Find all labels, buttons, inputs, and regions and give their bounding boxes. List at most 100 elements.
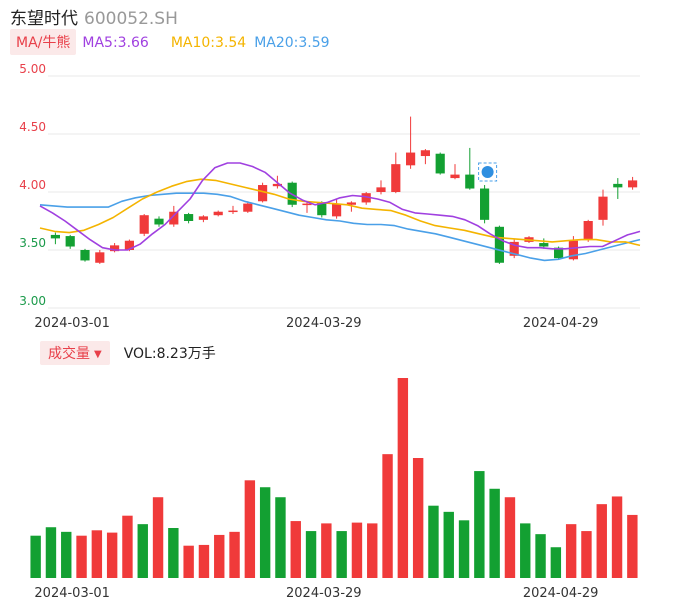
candle-body [435,153,445,174]
candle [332,198,342,219]
candle [258,182,268,203]
ma20-line [39,192,641,262]
volume-bar [106,532,118,578]
volume-bar [458,520,470,578]
candle-body [450,174,460,179]
candle-body [361,193,371,203]
news-marker-icon[interactable] [478,162,498,182]
candle-body [480,188,490,220]
volume-bar [198,544,210,578]
candle [110,243,120,253]
candle-body [376,187,386,192]
volume-bar [520,523,531,578]
ma10-value: MA10:3.54 [170,35,247,51]
candle [583,219,593,242]
price-tick-label: 5.00 [19,62,46,76]
volume-bar [397,378,409,578]
candle-body [169,211,179,225]
price-tick-label: 3.00 [19,294,46,308]
candle [494,225,504,264]
ma5-value: MA5:3.66 [82,35,149,51]
volume-bar [367,523,378,578]
candle-body [184,214,194,221]
volume-indicator-row: 成交量 ▼ VOL:8.23万手 [40,341,216,365]
candle-body [317,202,327,216]
candle [361,192,371,205]
volume-bar [428,505,439,578]
price-tick-label: 4.00 [19,178,46,192]
candle [65,234,75,249]
candle [465,147,475,190]
volume-bar [76,535,87,578]
marker-dot [481,166,494,178]
candle-body [465,174,475,189]
candle-body [613,183,623,188]
candle [391,152,401,194]
candle-body [391,164,401,192]
volume-bar [596,504,607,578]
candle [154,216,164,227]
volume-bar [412,458,424,578]
volume-value: VOL:8.23万手 [123,346,216,362]
candle [480,185,490,224]
volume-bar [382,454,393,578]
dropdown-caret-icon: ▼ [94,349,102,360]
ma-indicator-row: MA/牛熊 MA5:3.66 MA10:3.54 MA20:3.59 [10,29,330,55]
candle-body [50,234,60,239]
candle-body [228,210,238,213]
volume-bar [152,497,164,578]
candle [198,215,208,223]
volume-date-tick-label: 2024-03-29 [286,586,362,601]
candle-body [494,226,504,263]
date-tick-label: 2024-04-29 [523,316,599,331]
candle-body [554,247,564,259]
candle-body [539,243,549,247]
candle [80,248,90,262]
candle-body [302,203,312,206]
volume-bar [504,497,516,578]
volume-bar [336,531,347,578]
candle-body [213,211,223,216]
ma-indicator-selector[interactable]: MA/牛熊 [10,29,77,55]
candle-body [420,150,430,157]
candle-body [110,245,120,252]
candle [302,201,312,213]
volume-bar [275,497,286,578]
volume-date-tick-label: 2024-04-29 [523,586,599,601]
candle-body [583,221,593,240]
candle [139,214,149,237]
candle-body [139,215,149,234]
candle-body [568,240,578,260]
volume-indicator-label: 成交量 [48,346,90,362]
candle-body [198,216,208,220]
volume-bar [581,531,592,578]
candle [628,176,638,190]
candle [184,212,194,224]
candle-body [243,203,253,212]
stock-code: 600052.SH [84,9,178,29]
ma-lines [39,162,641,262]
candle-body [346,202,356,205]
candle [598,189,608,226]
candle-body [272,183,282,187]
candle [420,149,430,165]
volume-bar [489,488,500,578]
candle-body [80,250,90,261]
ma5-line [39,162,641,251]
volume-date-tick-label: 2024-03-01 [34,586,110,601]
ma20-value: MA20:3.59 [254,35,330,51]
candle [213,210,223,217]
volume-bar [550,547,562,578]
volume-bars [30,378,638,578]
volume-bar [45,527,57,578]
volume-indicator-selector[interactable]: 成交量 ▼ [40,341,110,365]
volume-bar [290,521,301,578]
price-grid [48,75,640,309]
volume-bar [168,528,179,578]
candle-body [95,252,105,263]
volume-bar [229,531,240,578]
volume-bar [474,471,485,578]
volume-bar [535,534,546,578]
volume-bar [259,487,271,578]
